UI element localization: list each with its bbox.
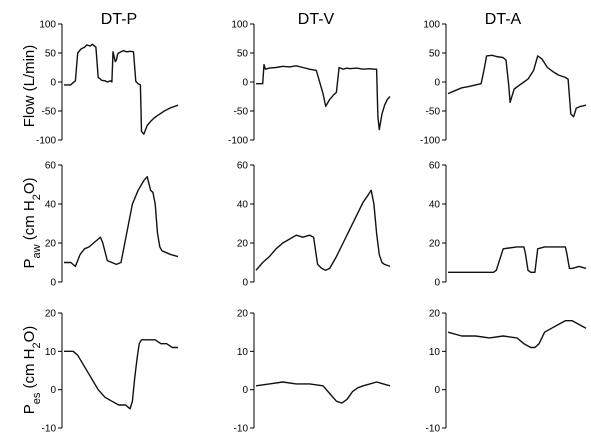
series-line-flow: [64, 43, 179, 135]
series-line-flow: [256, 63, 391, 131]
panel-paw-dt-p: 60 40 20 0: [45, 161, 179, 289]
panel-paw-dt-v: 60 40 20 0: [237, 161, 391, 289]
series-line-flow: [447, 54, 587, 118]
y-tick-label: -50: [426, 107, 441, 118]
y-tick-label: 10: [237, 347, 249, 358]
series-line-pes: [447, 320, 587, 349]
y-tick-label: -100: [36, 136, 56, 147]
y-tick-label: -10: [234, 424, 249, 435]
panel-flow-dt-a: 100 50 0 -50 -100: [420, 20, 587, 147]
y-tick-label: 0: [50, 278, 56, 289]
y-tick-label: 100: [423, 20, 440, 31]
y-tick-label: 60: [237, 161, 249, 172]
panels-grid: 100500-50-100100500-50-100100500-50-1006…: [36, 20, 587, 435]
panel-flow-dt-v: 100 50 0 -50 -100: [228, 20, 391, 147]
y-tick-label: 20: [45, 239, 57, 250]
y-tick-label: -100: [420, 136, 440, 147]
series-line-pes: [255, 381, 391, 404]
y-tick-label: -100: [228, 136, 248, 147]
y-tick-label: -50: [42, 107, 57, 118]
y-tick-label: 0: [434, 385, 440, 396]
y-tick-label: -10: [426, 424, 441, 435]
column-title-dt-a: DT-A: [485, 11, 522, 28]
y-tick-label: 60: [45, 161, 57, 172]
y-tick-label: 100: [231, 20, 248, 31]
panel-paw-dt-a: 60 40 20 0: [429, 161, 587, 289]
column-title-dt-v: DT-V: [298, 11, 335, 28]
y-tick-label: 0: [242, 385, 248, 396]
y-tick-label: 0: [50, 78, 56, 89]
series-line-paw: [255, 189, 391, 271]
panel-pes-dt-a: 20 10 0 -10: [426, 309, 587, 435]
y-tick-label: 10: [429, 347, 441, 358]
y-tick-label: 10: [45, 347, 57, 358]
y-tick-label: 50: [237, 49, 249, 60]
column-title-dt-p: DT-P: [101, 11, 137, 28]
column-titles: DT-P DT-V DT-A: [101, 11, 522, 28]
ylabel-paw: Paw (cm H2O): [21, 177, 43, 268]
y-tick-label: 50: [429, 49, 441, 60]
y-tick-label: 20: [45, 309, 57, 320]
panel-flow-dt-p: 100 50 0 -50 -100: [36, 20, 179, 147]
y-tick-label: 0: [50, 385, 56, 396]
ylabel-flow: Flow (L/min): [21, 45, 38, 128]
y-tick-label: 20: [237, 239, 249, 250]
y-tick-label: -50: [234, 107, 249, 118]
series-line-pes: [64, 339, 178, 410]
y-tick-label: 20: [429, 239, 441, 250]
y-tick-label: 40: [429, 200, 441, 211]
y-tick-label: 100: [39, 20, 56, 31]
y-tick-label: 0: [434, 78, 440, 89]
ylabel-pes: Pes (cm H2O): [21, 326, 43, 415]
series-line-paw: [64, 176, 179, 268]
series-line-paw: [448, 246, 587, 273]
y-tick-label: 0: [434, 278, 440, 289]
y-tick-label: -10: [42, 424, 57, 435]
y-tick-label: 20: [237, 309, 249, 320]
y-tick-label: 0: [242, 278, 248, 289]
panel-pes-dt-v: 20 10 0 -10: [234, 309, 391, 435]
y-tick-label: 0: [242, 78, 248, 89]
y-tick-label: 40: [45, 200, 57, 211]
y-tick-label: 60: [429, 161, 441, 172]
panel-pes-dt-p: 20 10 0 -10: [42, 309, 178, 435]
y-tick-label: 20: [429, 309, 441, 320]
y-tick-label: 40: [237, 200, 249, 211]
row-labels: Flow (L/min) Paw (cm H2O) Pes (cm H2O): [21, 45, 43, 415]
y-tick-label: 50: [45, 49, 57, 60]
